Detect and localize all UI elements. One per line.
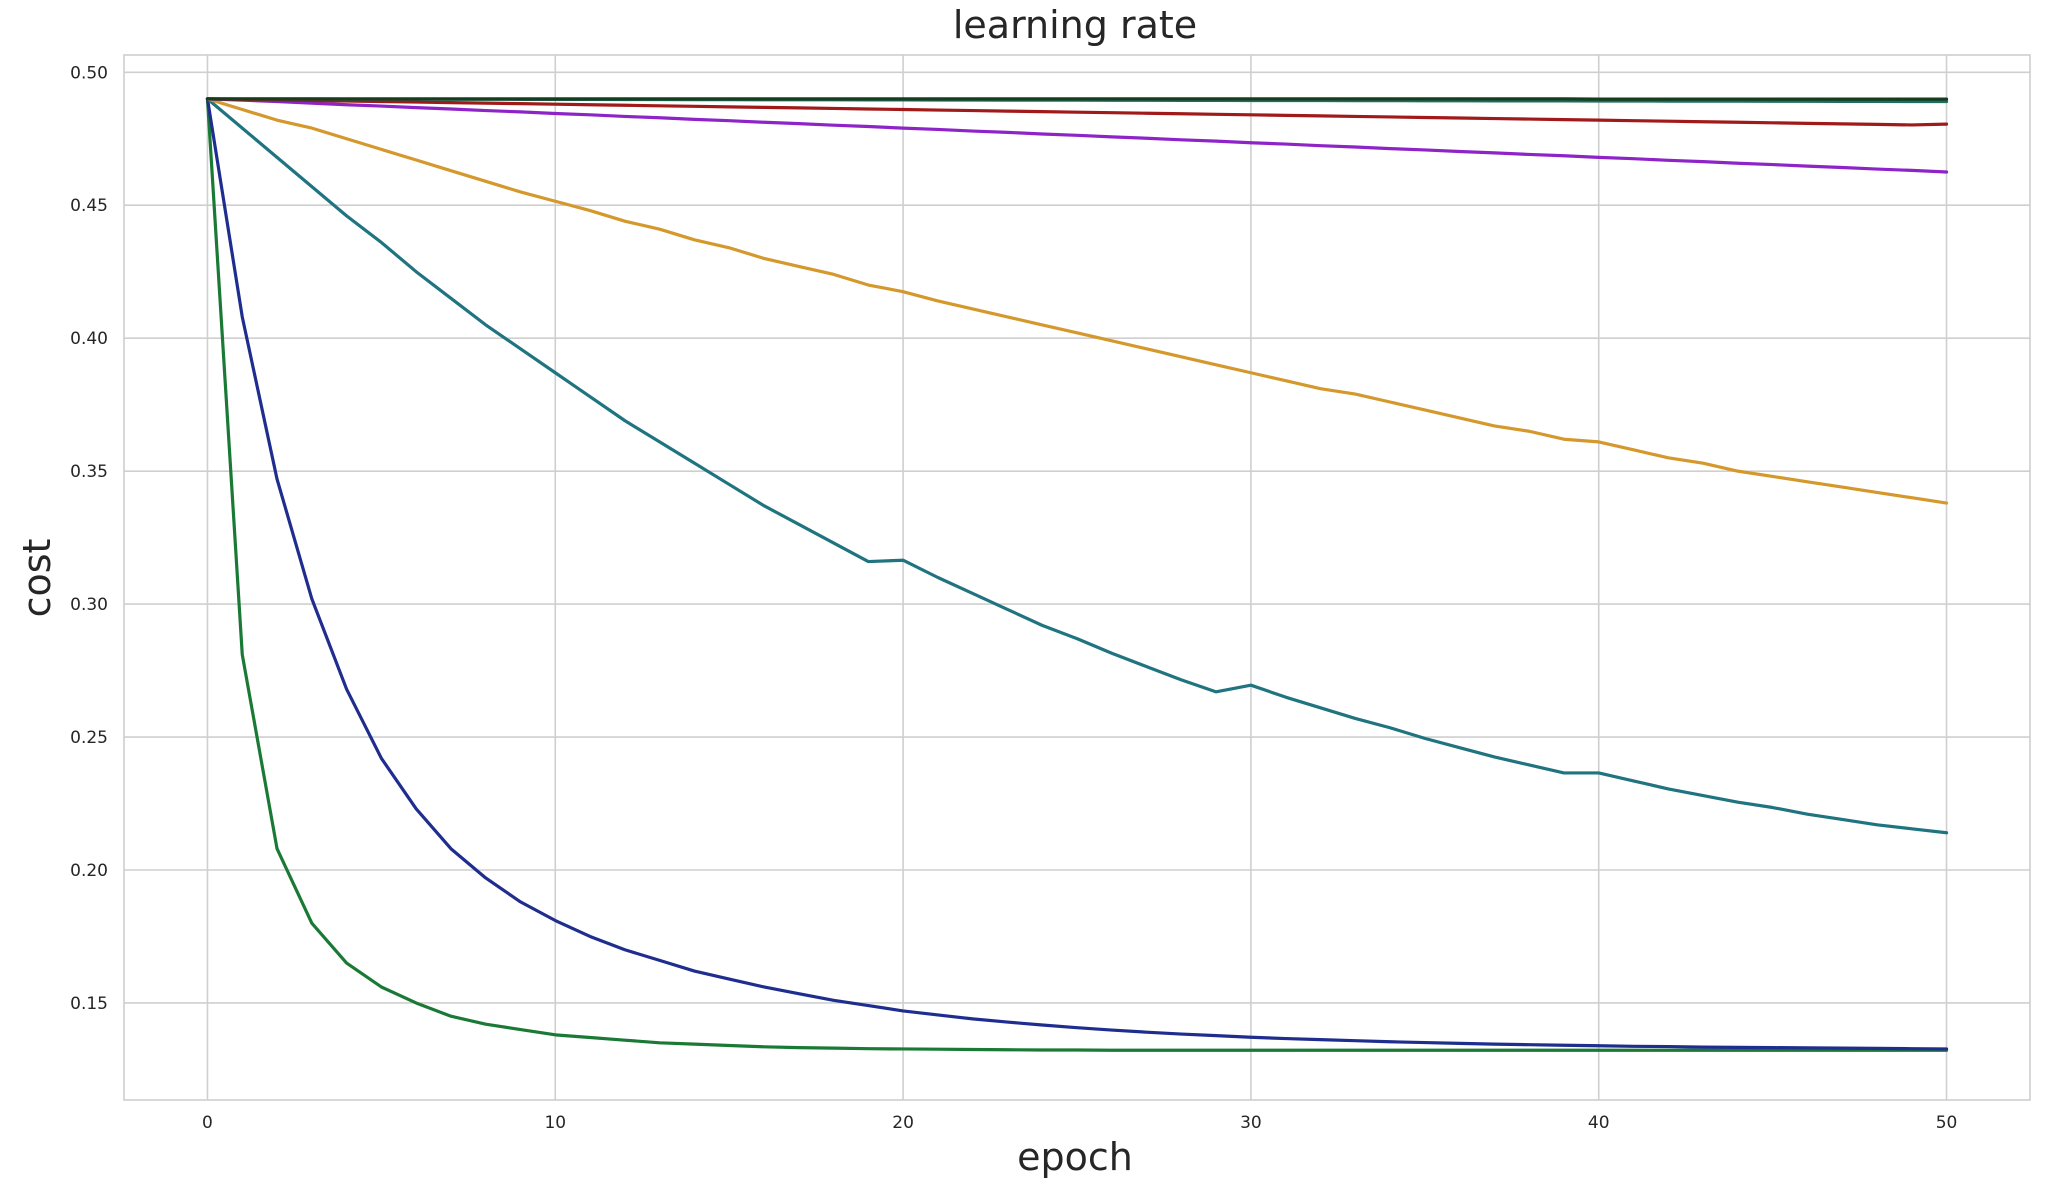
- plot-area: [123, 54, 2031, 1101]
- grid-layer: [124, 55, 2030, 1100]
- x-tick-label: 0: [202, 1113, 213, 1133]
- x-tick-labels: 0 10 20 30 40 50: [202, 1113, 1957, 1133]
- series-line-2: [205, 97, 1949, 1051]
- chart-title: learning rate: [953, 3, 1197, 47]
- y-tick-label: 0.45: [70, 196, 108, 216]
- y-tick-label: 0.50: [70, 63, 108, 83]
- x-tick-label: 20: [892, 1113, 914, 1133]
- y-tick-label: 0.40: [70, 329, 108, 349]
- series-line-5: [205, 97, 1949, 174]
- y-tick-label: 0.20: [70, 861, 108, 881]
- y-axis-label: cost: [15, 539, 59, 618]
- x-tick-label: 40: [1588, 1113, 1610, 1133]
- x-tick-label: 30: [1240, 1113, 1262, 1133]
- x-tick-label: 10: [544, 1113, 566, 1133]
- series-line-4: [205, 97, 1949, 505]
- series-line-1: [205, 97, 1949, 1052]
- y-tick-labels: 0.15 0.20 0.25 0.30 0.35 0.40 0.45 0.50: [70, 63, 108, 1014]
- y-tick-label: 0.30: [70, 595, 108, 615]
- series-line-3: [205, 97, 1949, 835]
- x-axis-label: epoch: [1017, 1135, 1133, 1179]
- x-tick-label: 50: [1936, 1113, 1958, 1133]
- series-layer: [205, 97, 1949, 1052]
- y-tick-label: 0.35: [70, 462, 108, 482]
- y-tick-label: 0.15: [70, 994, 108, 1014]
- y-tick-label: 0.25: [70, 728, 108, 748]
- series-line-6: [205, 97, 1949, 127]
